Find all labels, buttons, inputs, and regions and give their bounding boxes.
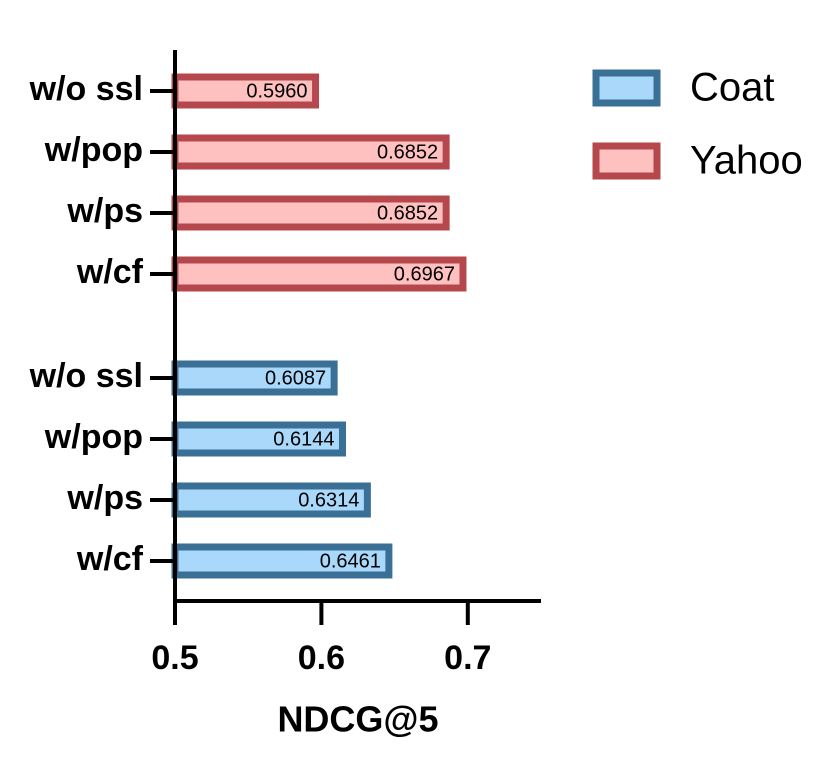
y-tick-label: w/o ssl xyxy=(29,70,143,108)
legend-swatch xyxy=(592,69,661,107)
x-tick-label: 0.5 xyxy=(151,639,198,677)
y-tick-label: w/cf xyxy=(76,253,144,291)
y-tick-label: w/o ssl xyxy=(29,357,143,395)
value-label: 0.6852 xyxy=(377,202,438,224)
value-label: 0.6087 xyxy=(265,367,326,389)
y-tick-label: w/pop xyxy=(44,418,143,456)
value-label: 0.6461 xyxy=(320,550,381,572)
value-label: 0.6314 xyxy=(298,489,359,511)
legend-label: Coat xyxy=(690,66,775,110)
y-tick-label: w/cf xyxy=(76,540,144,578)
x-tick-label: 0.6 xyxy=(298,639,345,677)
bar xyxy=(171,256,467,292)
y-tick-label: w/ps xyxy=(66,479,143,517)
legend-label: Yahoo xyxy=(690,139,803,183)
y-tick-label: w/ps xyxy=(66,192,143,230)
x-axis-title: NDCG@5 xyxy=(277,699,438,740)
x-tick-label: 0.7 xyxy=(444,639,491,677)
bar xyxy=(171,134,450,170)
bar xyxy=(171,195,450,231)
y-tick-label: w/pop xyxy=(44,131,143,169)
value-label: 0.6852 xyxy=(377,141,438,163)
value-label: 0.5960 xyxy=(246,80,307,102)
bar xyxy=(171,543,393,579)
value-label: 0.6144 xyxy=(273,428,334,450)
legend-swatch xyxy=(592,142,661,180)
value-label: 0.6967 xyxy=(394,263,455,285)
